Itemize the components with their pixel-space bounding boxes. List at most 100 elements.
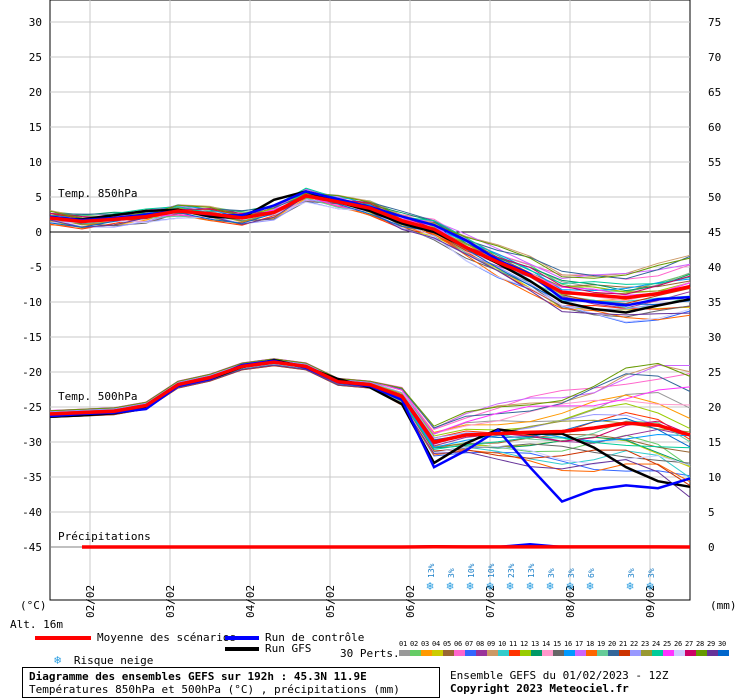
right-tick-label: 0 — [708, 541, 715, 554]
snow-percent-label: 3% — [627, 568, 636, 578]
pert-swatch — [586, 650, 597, 656]
member-t500-line — [49, 358, 691, 427]
pert-number: 19 — [597, 640, 606, 648]
legend-gfs: Run GFS — [225, 642, 311, 655]
pert-swatch — [476, 650, 487, 656]
pert-number: 06 — [454, 640, 463, 648]
snowflake-icon: ❄ — [446, 579, 453, 593]
snow-marker: ❄3% — [626, 568, 636, 593]
right-tick-label: 65 — [708, 86, 721, 99]
pert-swatch — [707, 650, 718, 656]
snow-marker: ❄13% — [426, 563, 436, 593]
snowflake-icon: ❄ — [466, 579, 473, 593]
footer-run: Ensemble GEFS du 01/02/2023 - 12Z — [450, 669, 669, 682]
altitude-label: Alt. 16m — [10, 618, 63, 631]
left-tick-label: 20 — [29, 86, 42, 99]
pert-number: 11 — [509, 640, 518, 648]
right-tick-label: 20 — [708, 401, 721, 414]
right-tick-label: 5 — [708, 506, 715, 519]
pert-swatch — [432, 650, 443, 656]
right-tick-label: 10 — [708, 471, 721, 484]
left-tick-label: -5 — [29, 261, 42, 274]
pert-swatch — [443, 650, 454, 656]
right-tick-label: 60 — [708, 121, 721, 134]
series-t850-line — [49, 190, 691, 314]
pert-swatch — [630, 650, 641, 656]
pert-number: 28 — [696, 640, 705, 648]
pert-swatch — [564, 650, 575, 656]
pert-number: 18 — [586, 640, 595, 648]
pert-number: 21 — [619, 640, 628, 648]
legend-snow: ❄ Risque neige — [54, 653, 153, 667]
pert-number: 03 — [421, 640, 430, 648]
left-tick-label: -30 — [22, 436, 42, 449]
pert-number: 08 — [476, 640, 485, 648]
pert-number: 10 — [498, 640, 507, 648]
right-tick-label: 35 — [708, 296, 721, 309]
legend-control-swatch — [225, 636, 259, 640]
snow-percent-label: 13% — [427, 563, 436, 578]
left-tick-label: -20 — [22, 366, 42, 379]
t850-label: Temp. 850hPa — [58, 187, 137, 200]
snow-percent-label: 10% — [487, 563, 496, 578]
pert-swatch — [575, 650, 586, 656]
perturbation-legend: 01 02 03 04 05 06 07 08 09 10 11 12 13 14 15 16 17 18 19 20… — [399, 640, 731, 656]
legend-gfs-label: Run GFS — [265, 642, 312, 655]
pert-swatch — [553, 650, 564, 656]
left-tick-label: -35 — [22, 471, 42, 484]
footer-title-box: Diagramme des ensembles GEFS sur 192h : … — [22, 667, 440, 698]
snow-percent-label: 3% — [547, 568, 556, 578]
snowflake-icon: ❄ — [506, 579, 513, 593]
left-tick-label: -40 — [22, 506, 42, 519]
series-t500-line — [49, 360, 691, 444]
snowflake-icon: ❄ — [626, 579, 633, 593]
x-tick-label: 06/02 — [404, 585, 417, 618]
snowflake-icon: ❄ — [566, 579, 573, 593]
perturbation-numbers: 01 02 03 04 05 06 07 08 09 10 11 12 13 14 15 16 17 18 19 20… — [399, 640, 731, 648]
left-tick-label: -45 — [22, 541, 42, 554]
pert-swatch — [465, 650, 476, 656]
pert-number: 29 — [707, 640, 716, 648]
pert-number: 14 — [542, 640, 551, 648]
legend-mean-swatch — [35, 636, 91, 640]
footer-copyright: Copyright 2023 Meteociel.fr — [450, 682, 629, 695]
right-tick-label: 75 — [708, 16, 721, 29]
pert-number: 04 — [432, 640, 441, 648]
perts-label: 30 Perts. — [340, 647, 400, 660]
right-tick-label: 15 — [708, 436, 721, 449]
legend-mean-label: Moyenne des scénarios — [97, 631, 237, 644]
pert-swatch — [696, 650, 707, 656]
pert-number: 12 — [520, 640, 529, 648]
snow-percent-label: 3% — [447, 568, 456, 578]
main-series — [49, 190, 691, 549]
pert-swatch — [652, 650, 663, 656]
right-tick-label: 70 — [708, 51, 721, 64]
pert-number: 09 — [487, 640, 496, 648]
left-tick-label: 0 — [35, 226, 42, 239]
right-tick-label: 25 — [708, 366, 721, 379]
footer-subtitle: Températures 850hPa et 500hPa (°C) , pré… — [29, 683, 400, 696]
snow-percent-label: 10% — [467, 563, 476, 578]
snowflake-icon: ❄ — [426, 579, 433, 593]
pert-swatch — [718, 650, 729, 656]
pert-swatch — [608, 650, 619, 656]
left-tick-label: 5 — [35, 191, 42, 204]
pert-swatch — [498, 650, 509, 656]
snow-marker: ❄3% — [646, 568, 656, 593]
snowflake-icon: ❄ — [54, 653, 62, 667]
left-tick-label: 30 — [29, 16, 42, 29]
pert-number: 23 — [641, 640, 650, 648]
pert-swatch — [410, 650, 421, 656]
pert-number: 22 — [630, 640, 639, 648]
pert-swatch — [531, 650, 542, 656]
footer-run-box: Ensemble GEFS du 01/02/2023 - 12Z Copyri… — [444, 667, 734, 698]
grid-lines — [50, 0, 690, 600]
footer-title: Diagramme des ensembles GEFS sur 192h : … — [29, 670, 367, 683]
pert-swatch — [399, 650, 410, 656]
x-tick-label: 08/02 — [564, 585, 577, 618]
pert-swatch — [454, 650, 465, 656]
perturbation-swatches — [399, 650, 731, 656]
legend-snow-label: Risque neige — [73, 654, 154, 667]
